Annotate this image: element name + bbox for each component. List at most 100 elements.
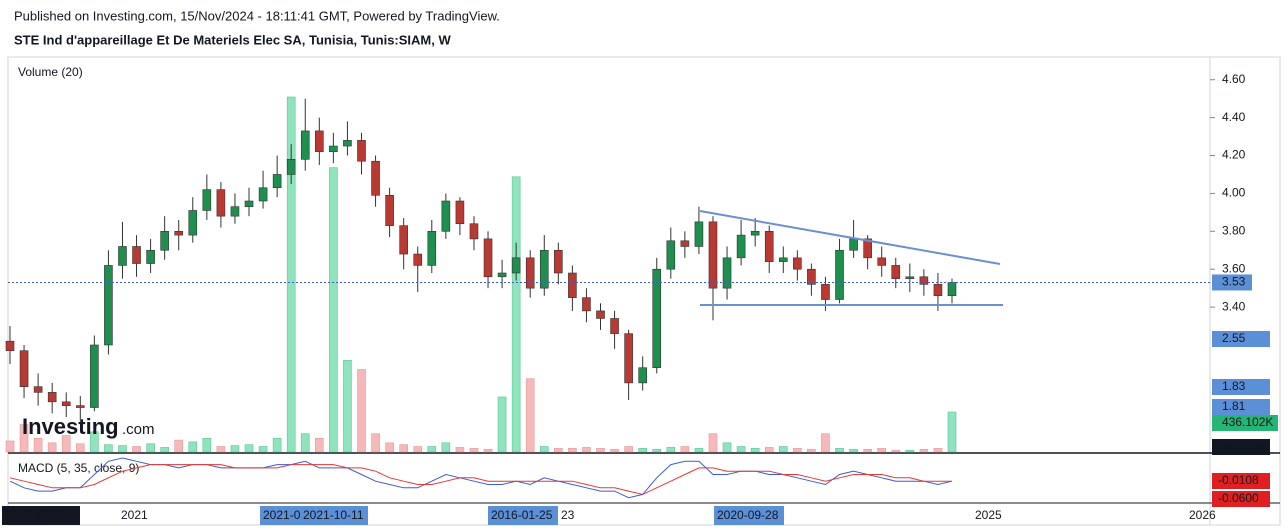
candle-body	[329, 145, 338, 153]
volume-bar	[596, 448, 605, 453]
candle-body	[483, 238, 493, 278]
candle-body	[919, 276, 929, 285]
volume-bar	[722, 442, 732, 453]
volume-bar	[329, 167, 338, 453]
y-tick-label: 3.80	[1222, 223, 1246, 237]
candle-body	[849, 238, 858, 251]
candle-body	[118, 246, 127, 266]
candle-body	[891, 265, 901, 279]
volume-bar	[835, 448, 844, 453]
side-tag	[1212, 331, 1270, 347]
volume-title: Volume (20)	[18, 65, 83, 79]
candle-body	[413, 253, 423, 266]
x-label: 2021-10-11	[303, 508, 364, 522]
volume-bar	[582, 447, 591, 453]
volume-bar	[357, 369, 366, 453]
volume-bar	[469, 448, 479, 453]
volume-bar	[525, 378, 535, 453]
volume-bar	[188, 441, 198, 453]
candle-body	[5, 340, 15, 351]
candle-body	[554, 249, 563, 274]
candle-body	[793, 257, 802, 270]
volume-bar	[539, 446, 549, 453]
candle-body	[863, 238, 872, 259]
macd-tag	[1212, 491, 1270, 507]
candle-body	[272, 174, 282, 189]
volume-bar	[427, 446, 437, 453]
candle-body	[722, 257, 732, 289]
candle-body	[638, 367, 647, 384]
candle-body	[75, 405, 85, 408]
x-label: 2013-12-30	[5, 508, 67, 522]
volume-last-label: 436.102K	[1222, 415, 1273, 429]
volume-bar	[75, 443, 85, 453]
candle-body	[230, 206, 240, 217]
volume-bar	[849, 448, 858, 453]
volume-bar	[146, 443, 155, 453]
candle-body	[652, 268, 662, 369]
volume-bar	[947, 411, 957, 453]
volume-bar	[343, 359, 352, 453]
volume-bar	[244, 444, 254, 453]
candle-body	[568, 272, 577, 298]
y-tick-label: 4.40	[1222, 110, 1246, 124]
logo-brand: Investing	[22, 414, 119, 439]
candle-body	[821, 284, 830, 300]
candle-body	[47, 392, 57, 403]
volume-bar	[778, 446, 788, 453]
volume-bar	[624, 446, 633, 453]
volume-bar	[863, 448, 872, 453]
candle-body	[385, 195, 394, 226]
x-label: 23	[561, 508, 575, 522]
candle-body	[146, 249, 155, 264]
side-label: 1.83	[1222, 379, 1246, 393]
candle-body	[610, 318, 619, 334]
candle-body	[807, 268, 816, 285]
volume-bar	[441, 442, 451, 453]
chart-frame	[7, 56, 1281, 526]
y-tick-label: 4.00	[1222, 186, 1246, 200]
macd-title: MACD (5, 35, close, 9)	[18, 461, 139, 475]
side-tag	[1212, 399, 1270, 415]
candle-body	[905, 276, 915, 279]
volume-bar	[807, 448, 816, 453]
candle-body	[694, 221, 704, 247]
time-tag	[714, 506, 784, 525]
volume-bar	[764, 447, 774, 453]
time-tag	[260, 506, 302, 525]
candle-body	[357, 140, 366, 162]
candle-body	[188, 210, 198, 236]
candle-body	[877, 257, 887, 266]
y-tick-label: 4.20	[1222, 148, 1246, 162]
candle-body	[455, 200, 465, 225]
candle-body	[525, 257, 535, 289]
volume-bar	[61, 435, 71, 453]
candle-body	[90, 344, 99, 408]
side-label: 2.55	[1222, 331, 1246, 345]
volume-bar	[919, 448, 929, 453]
x-label: 2016-01-25	[491, 508, 553, 522]
side-tag	[1212, 379, 1270, 395]
candle-body	[441, 200, 451, 232]
candle-body	[947, 282, 957, 297]
side-tag	[1212, 439, 1270, 455]
candle-body	[174, 231, 184, 236]
macd-label: -0.0600	[1218, 491, 1259, 505]
candle-body	[132, 246, 141, 264]
plot: 3.40 3.60 3.80 4.00 4.20 4.40 4.60 3.53 2.55 1.83…	[2, 72, 1278, 525]
volume-bar	[554, 448, 563, 453]
volume-bar	[47, 442, 57, 453]
volume-tag	[1212, 415, 1278, 431]
volume-bar	[19, 424, 29, 453]
candle-body	[750, 231, 760, 236]
candle-body	[300, 130, 310, 160]
logo-suffix: .com	[122, 421, 155, 438]
volume-bar	[821, 433, 830, 453]
time-tag	[2, 506, 80, 525]
volume-bar	[905, 449, 915, 453]
volume-bar	[286, 96, 296, 453]
last-price-label: 3.53	[1222, 275, 1246, 289]
y-tick-label: 4.60	[1222, 72, 1246, 86]
candle-body	[258, 187, 268, 202]
